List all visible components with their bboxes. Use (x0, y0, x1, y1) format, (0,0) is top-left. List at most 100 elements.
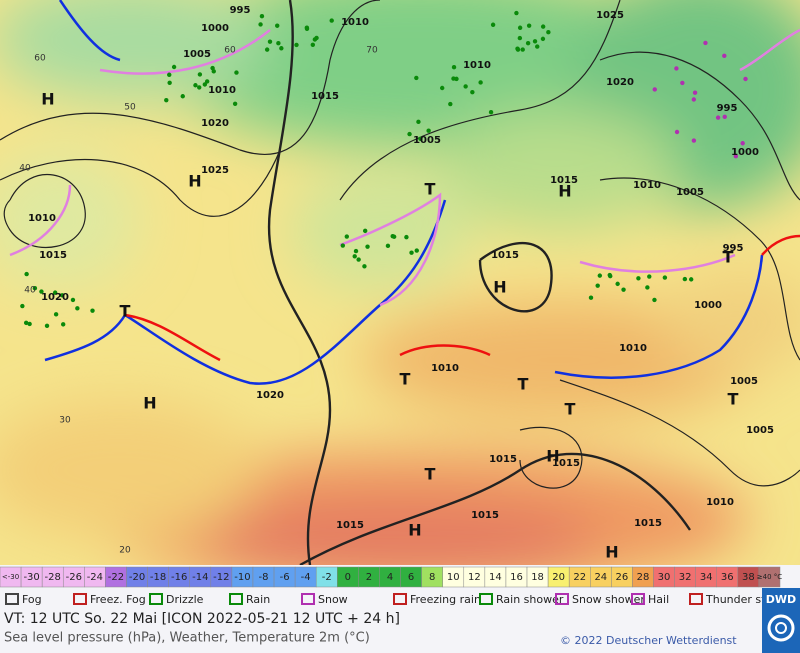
temperature-label: 70 (366, 46, 378, 56)
legend-icon (5, 593, 19, 605)
pressure-center: H (605, 543, 618, 562)
weather-symbol (164, 97, 169, 103)
pressure-center: H (493, 278, 506, 297)
weather-symbol (682, 276, 688, 282)
weather-symbol (595, 283, 600, 288)
weather-symbol (607, 272, 612, 278)
weather-symbol (167, 72, 172, 77)
color-scale-label: -2 (322, 572, 332, 583)
weather-symbol (24, 271, 29, 277)
weather-symbol (703, 40, 708, 46)
weather-symbol (540, 36, 546, 42)
isobar-label: 1025 (201, 165, 229, 176)
isobar-label: 1020 (256, 390, 284, 401)
weather-symbol (680, 80, 685, 86)
weather-symbol (647, 274, 652, 279)
weather-symbol (232, 101, 238, 106)
weather-symbol (202, 82, 208, 87)
weather-symbol (304, 26, 310, 31)
weather-symbol (39, 289, 44, 294)
color-scale-label: <-30 (2, 573, 19, 581)
isobar-label: 1000 (731, 147, 759, 158)
color-scale-label: 8 (429, 572, 435, 583)
legend-label: Snow shower (572, 593, 645, 606)
weather-symbol (454, 76, 459, 82)
isobar-label: 1020 (201, 118, 229, 129)
weather-symbol (404, 234, 409, 240)
isobar-label: 1015 (471, 510, 499, 521)
weather-symbol (60, 322, 66, 327)
pressure-center: H (408, 521, 421, 540)
weather-symbol (52, 290, 58, 295)
weather-symbol (267, 39, 273, 44)
weather-symbol (32, 286, 38, 291)
color-scale-label: -20 (129, 572, 145, 583)
isobar-label: 1005 (413, 135, 441, 146)
weather-symbol (259, 13, 265, 19)
color-scale-label: -4 (301, 572, 311, 583)
color-scale-label: -30 (23, 572, 39, 583)
weather-symbol (167, 80, 172, 85)
color-scale-label: 22 (573, 572, 586, 583)
weather-symbol (365, 244, 370, 249)
color-scale-label: -6 (280, 572, 290, 583)
weather-symbol (391, 234, 397, 239)
weather-symbol (532, 39, 538, 44)
weather-symbol (211, 69, 216, 74)
color-scale-label: 28 (637, 572, 650, 583)
weather-symbol (615, 281, 620, 287)
legend-icon (301, 593, 315, 605)
weather-symbol (416, 119, 421, 125)
isobar-label: 1015 (552, 458, 580, 469)
weather-symbol (691, 138, 697, 143)
isobar-label: 995 (723, 243, 744, 254)
weather-symbol (279, 46, 284, 51)
color-scale-label: -28 (45, 572, 61, 583)
weather-symbol (520, 47, 525, 52)
weather-symbol (692, 90, 698, 95)
color-scale-label: 2 (366, 572, 372, 583)
color-scale-label: 14 (489, 572, 502, 583)
color-scale-label: -26 (66, 572, 82, 583)
color-scale-label: -16 (171, 572, 187, 583)
weather-symbol (688, 277, 694, 282)
color-scale-label: 16 (510, 572, 523, 583)
pressure-center: H (558, 182, 571, 201)
weather-symbol (525, 40, 531, 46)
weather-symbol (588, 295, 594, 300)
isobar-label: 1010 (706, 497, 734, 508)
weather-symbol (440, 85, 445, 91)
legend-label: Rain (246, 593, 270, 606)
legend-icon (229, 593, 243, 605)
isobar-label: 1010 (619, 343, 647, 354)
temperature-label: 40 (19, 164, 31, 174)
color-scale-label: 20 (552, 572, 565, 583)
isobar-label: 1025 (596, 10, 624, 21)
weather-symbol (23, 320, 29, 326)
isobar-label: 1000 (694, 300, 722, 311)
color-scale-label: 12 (468, 572, 481, 583)
legend-label: Snow (318, 593, 348, 606)
weather-symbol (540, 24, 546, 29)
weather-symbol (526, 23, 532, 28)
legend-label: Fog (22, 593, 42, 606)
weather-symbol (478, 80, 483, 85)
weather-symbol (353, 248, 359, 254)
color-scale-label: 24 (594, 572, 607, 583)
temperature-label: 50 (124, 103, 136, 113)
legend-icon (631, 593, 645, 605)
weather-symbol (204, 79, 210, 84)
weather-symbol (743, 76, 748, 82)
logo-swirl (767, 614, 795, 642)
color-scale-label: 34 (700, 572, 713, 583)
weather-symbol (264, 47, 270, 52)
isobar-label: 995 (230, 5, 251, 16)
isobar-label: 1020 (41, 292, 69, 303)
weather-symbol (53, 312, 59, 317)
weather-symbol (517, 25, 523, 30)
pressure-center: H (143, 394, 156, 413)
weather-symbol (674, 129, 680, 135)
legend-icon (555, 593, 569, 605)
weather-symbol (636, 276, 641, 281)
legend-label: Freezing rain (410, 593, 481, 606)
